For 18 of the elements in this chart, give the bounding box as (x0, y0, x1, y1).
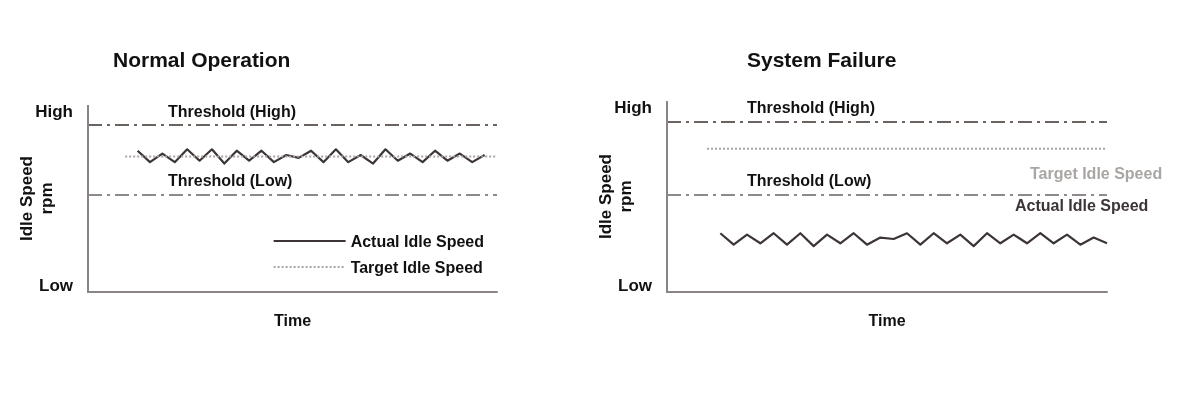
text: High (613, 98, 652, 118)
chart-title: Normal Operation (113, 48, 291, 71)
legend-label: Actual Idle Speed (350, 232, 485, 250)
text: Low (38, 276, 73, 296)
x-axis-title: Time (868, 311, 906, 329)
ref-line-label: Threshold (High) (747, 98, 875, 116)
series-label: Target Idle Speed (1030, 165, 1163, 183)
ref-line-label: Threshold (Low) (168, 172, 293, 190)
legend-label: Target Idle Speed (350, 258, 483, 276)
ref-line-label: Threshold (High) (168, 102, 296, 120)
text: Low (617, 276, 652, 296)
y-axis-title: Idle Speed rpm (595, 153, 635, 240)
series-label: Actual Idle Speed (1015, 196, 1149, 214)
text: High (34, 102, 73, 122)
chart-title: System Failure (747, 48, 897, 71)
ref-line-label: Threshold (Low) (747, 172, 872, 190)
y-axis-title: Idle Speed rpm (16, 155, 56, 242)
x-axis-title: Time (273, 311, 312, 329)
